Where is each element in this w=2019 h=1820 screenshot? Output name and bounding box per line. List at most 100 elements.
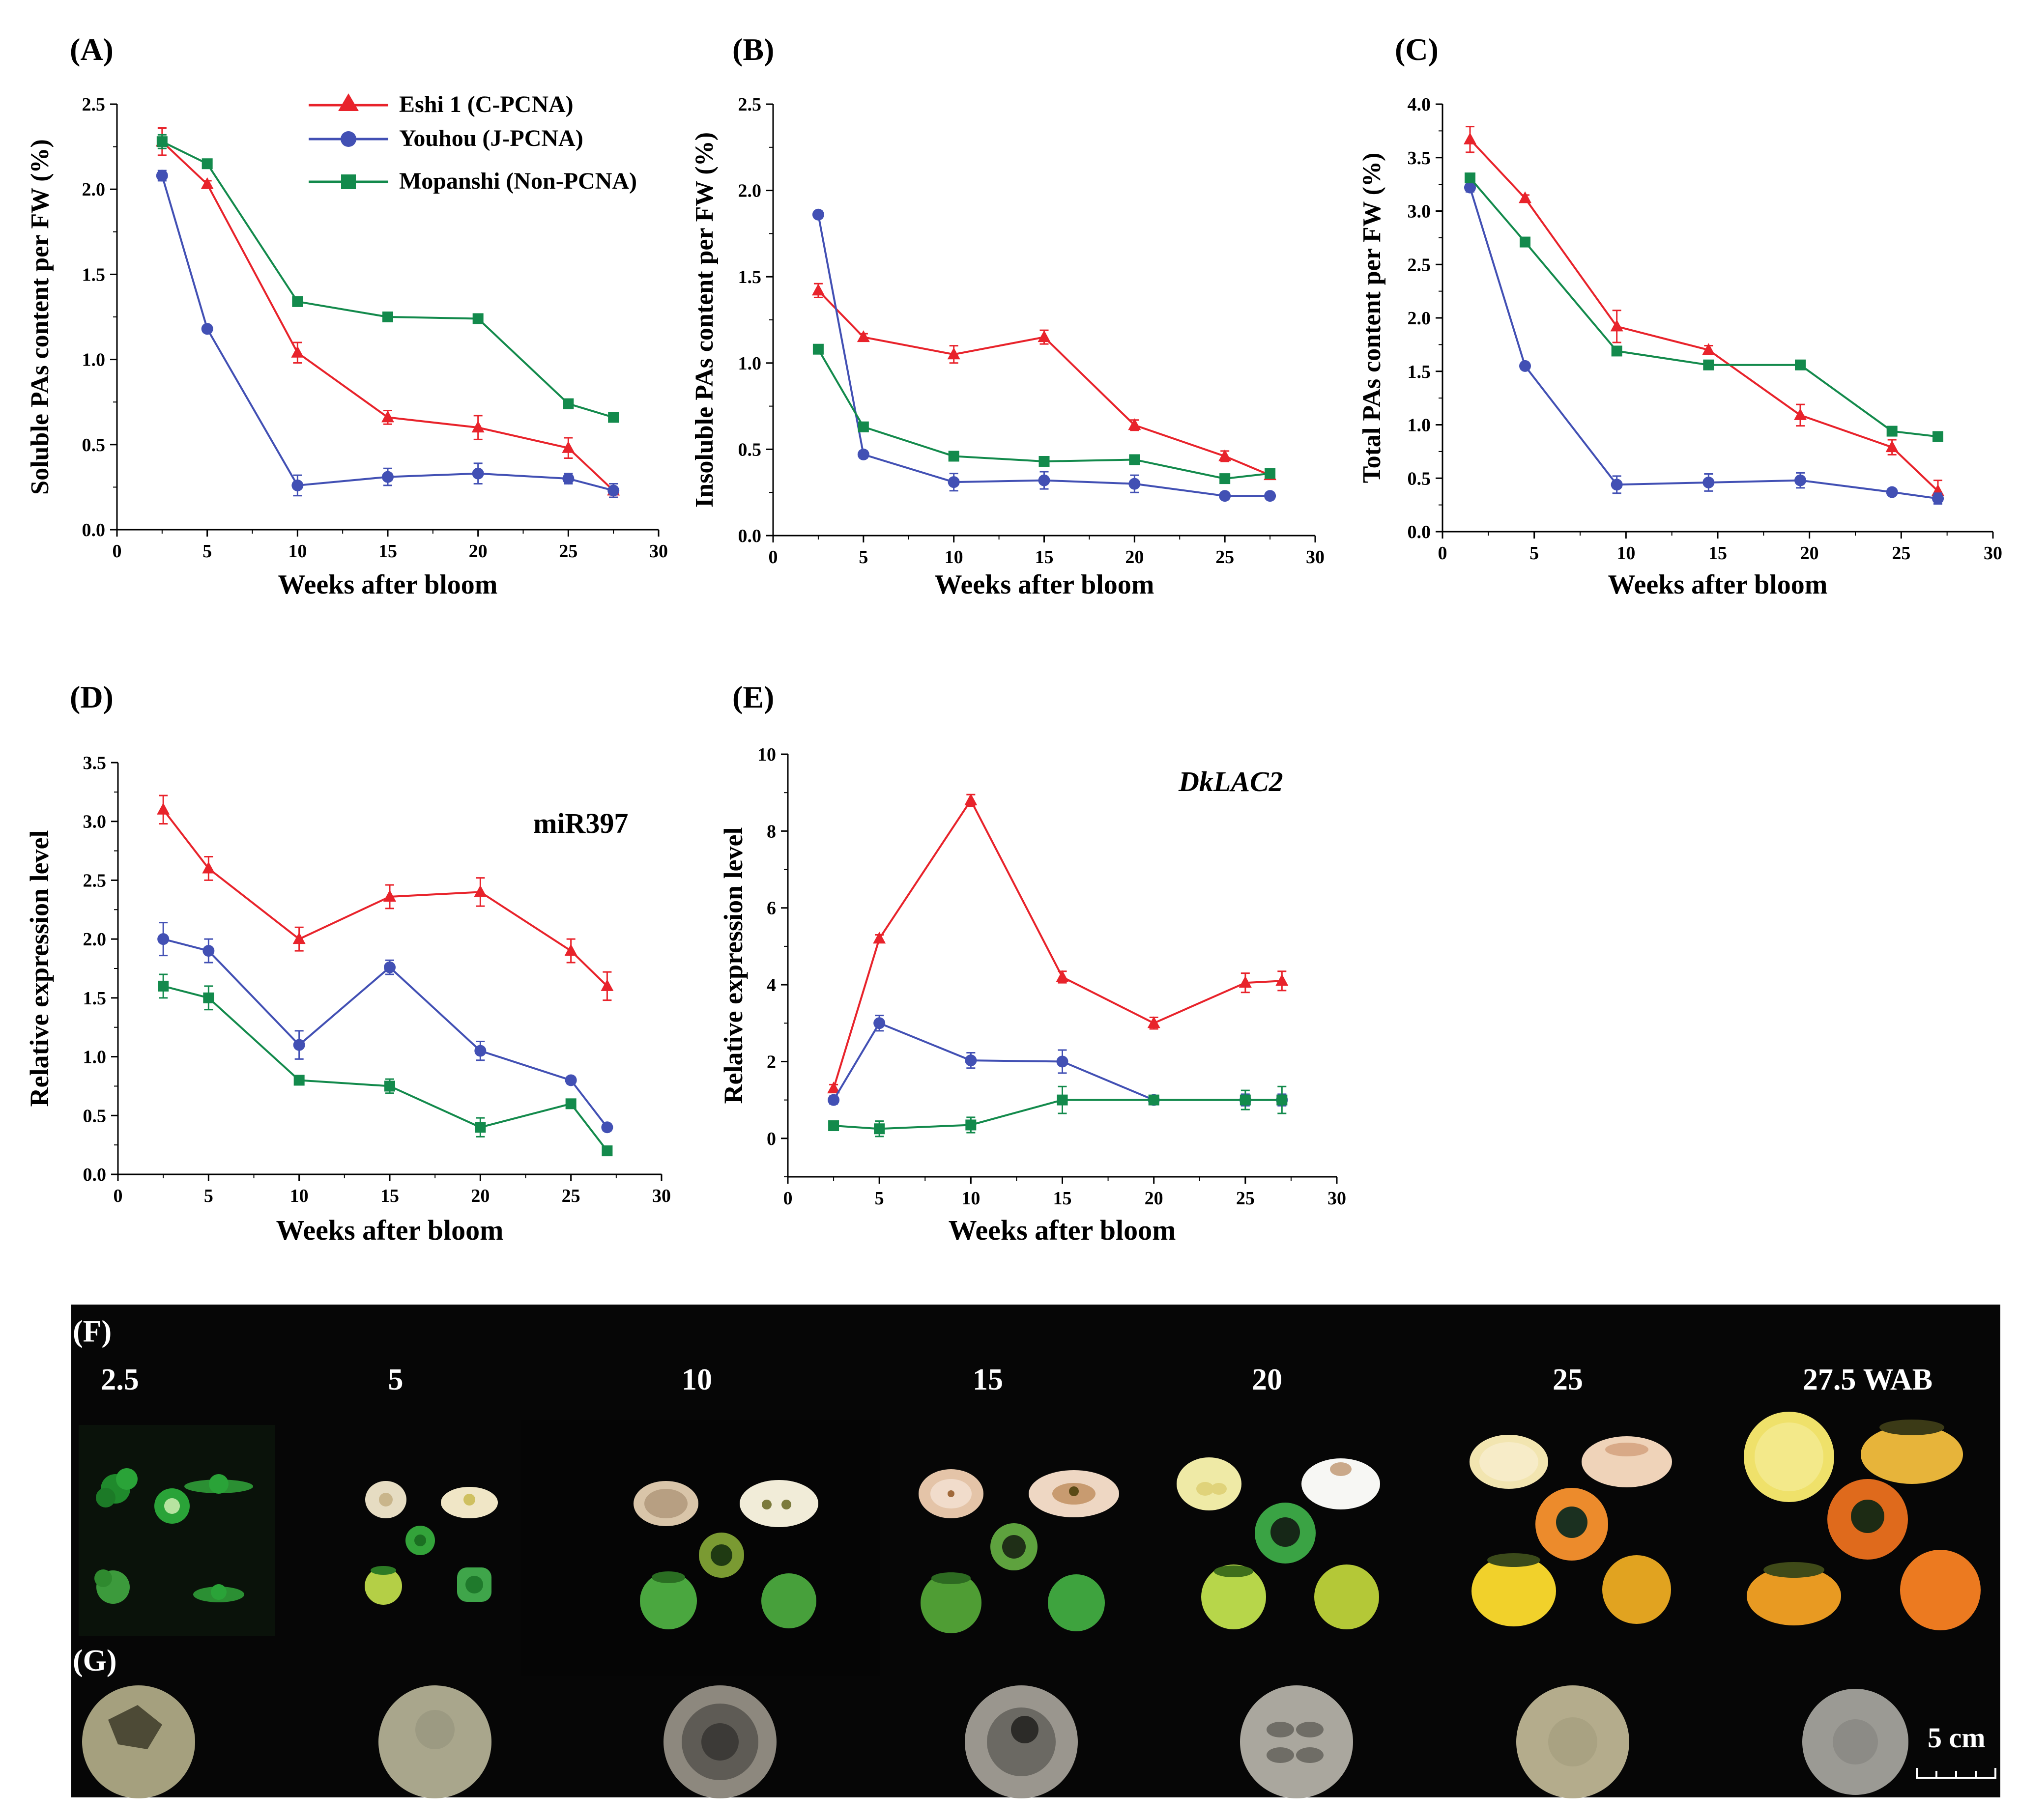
panel-b-y-tick-label: 2.5 [738,94,762,115]
panel-c-x-tick-label: 20 [1800,543,1819,564]
panel-d-y-tick-label: 2.0 [83,929,107,950]
panel-e-y-tick-label: 0 [767,1129,776,1149]
panel-d-x-tick-label: 20 [471,1186,490,1206]
panel-c-series-mopanshi-point [1795,359,1806,370]
panel-d-series-mopanshi-point [293,1075,305,1086]
panel-b-series-mopanshi-point [812,343,824,355]
stage-label-15: 15 [973,1363,1003,1396]
panel-b-series-eshi-point [947,347,960,360]
panel-b-series-eshi-point [857,330,870,342]
panel-c-y-tick-label: 3.5 [1408,148,1431,169]
fruit-photo-25wab [1470,1435,1672,1626]
panel-e-x-tick-label: 20 [1145,1188,1163,1209]
legend-item-mopanshi: Mopanshi (Non-PCNA) [309,168,637,194]
panel-a-series-youhou-point [607,484,620,497]
panel-e-series-mopanshi-point [1276,1094,1288,1106]
legend-marker-eshi [338,93,359,111]
panel-b-series-youhou-point [1128,478,1141,490]
panel-b-y-tick-label: 0.5 [738,439,762,460]
panel-a-series-youhou-point [562,473,575,485]
panel-e-x-tick-label: 5 [875,1188,884,1209]
panel-e-series-mopanshi-point [965,1119,977,1131]
panel-a-plot: 0 5 10 15 20 25 30 0.0 0.5 1.0 1.5 2.0 2.5 Weeks afte… [26,94,668,600]
panel-b-series-youhou-point [812,208,824,221]
panel-b-label: (B) [732,32,774,67]
panel-c-x-tick-label: 0 [1438,543,1447,564]
panel-e-x-tick-label: 10 [961,1188,980,1209]
cross-section-5wab [378,1685,491,1798]
panel-d-series-eshi-point [157,802,170,815]
legend-label-eshi: Eshi 1 (C-PCNA) [399,91,574,117]
fruit-photo-15wab [919,1469,1119,1633]
panel-a-series-youhou-point [156,170,168,182]
panel-d-x-tick-label: 30 [652,1186,671,1206]
cross-section-10wab [663,1685,777,1798]
panel-d-y-tick-label: 0.0 [83,1165,107,1185]
stage-label-5: 5 [388,1363,404,1396]
panel-a-x-axis-label: Weeks after bloom [278,569,498,600]
panel-e-y-tick-label: 2 [767,1052,776,1072]
panel-c-series-mopanshi-line [1469,177,1938,438]
panel-c-x-tick-label: 30 [1984,543,2002,564]
cross-section-20wab [1240,1685,1353,1798]
panel-c-y-tick-label: 0.0 [1408,522,1431,542]
panel-a-series-mopanshi-point [472,313,484,324]
panel-d-y-tick-label: 2.5 [83,870,107,891]
panel-a-series-mopanshi-point [382,312,393,322]
cross-section-27.5wab [1802,1689,1908,1795]
panel-a-series-mopanshi-point [563,398,574,409]
panel-b-series-youhou-point [1038,474,1050,486]
panel-d-series-youhou-point [384,961,396,973]
panel-c-label: (C) [1395,32,1439,67]
panel-e-series-youhou-point [873,1017,886,1029]
panel-a-series-eshi-point [201,177,214,189]
panel-c-x-tick-label: 15 [1708,543,1727,564]
legend-label-mopanshi: Mopanshi (Non-PCNA) [399,168,637,194]
panel-d-series-youhou-point [157,933,170,945]
panel-c-y-tick-label: 1.0 [1408,415,1431,436]
panel-d-y-axis-label: Relative expression level [25,830,54,1107]
panel-a-series-mopanshi-point [156,136,168,147]
fruit-photo-10wab [521,1420,880,1676]
panel-c-series-youhou-point [1932,492,1944,505]
panel-b-x-tick-label: 5 [859,547,868,568]
panel-b-series-youhou-point [948,476,960,488]
panel-d: (D) miR397 0 5 10 15 20 25 30 0.0 0.5 1.0 1.5 2.0 2.… [25,680,671,1246]
panel-d-title: miR397 [533,807,628,839]
panel-c-series-youhou-line [1469,187,1938,500]
panel-g-label: (G) [73,1644,117,1678]
panel-a-y-tick-label: 2.5 [82,94,106,115]
panel-c-series-eshi-point [1464,132,1476,144]
panel-e-series-mopanshi-point [1148,1094,1159,1106]
panel-d-x-axis-label: Weeks after bloom [276,1214,504,1246]
panel-b-series-mopanshi-point [948,451,959,462]
panel-f-label: (F) [73,1315,112,1348]
panel-a: (A) 0 5 10 15 20 25 30 0.0 0.5 1.0 1.5 2.0 2.5 Weeks … [26,32,668,600]
panel-e-y-tick-label: 10 [757,744,776,765]
panel-b-series-mopanshi-point [1219,473,1231,484]
panel-c-series-youhou-point [1794,474,1806,486]
legend-marker-mopanshi [341,174,356,189]
panel-c-series-mopanshi-point [1520,236,1530,248]
panel-b-series-mopanshi-point [1038,455,1050,467]
panel-c-y-tick-label: 3.0 [1408,201,1431,222]
panel-d-series-eshi-point [564,944,577,956]
panel-e-series-eshi-point [1239,976,1252,988]
panel-d-series-mopanshi-point [602,1145,613,1157]
panel-c-x-tick-label: 5 [1529,543,1539,564]
panel-c-series-eshi-point [1885,440,1899,453]
panel-b-series-youhou-line [817,214,1270,497]
panel-d-x-tick-label: 0 [114,1186,123,1206]
panel-a-series-mopanshi-point [608,412,619,423]
panel-b-y-axis-label: Insoluble PAs content per FW (%) [691,132,719,508]
panel-c-series-mopanshi-point [1465,172,1475,184]
panel-e-series-eshi-point [1147,1016,1160,1028]
panel-d-x-tick-label: 5 [204,1186,213,1206]
panel-d-series-mopanshi-point [475,1122,486,1133]
panel-a-series-eshi-point [291,345,304,358]
panel-b-x-tick-label: 25 [1215,547,1234,568]
panel-a-y-tick-label: 0.5 [82,435,106,455]
panel-e-series-youhou-point [1056,1055,1068,1068]
panel-e-series-mopanshi-point [874,1123,885,1135]
panel-a-series-eshi-point [562,441,575,453]
